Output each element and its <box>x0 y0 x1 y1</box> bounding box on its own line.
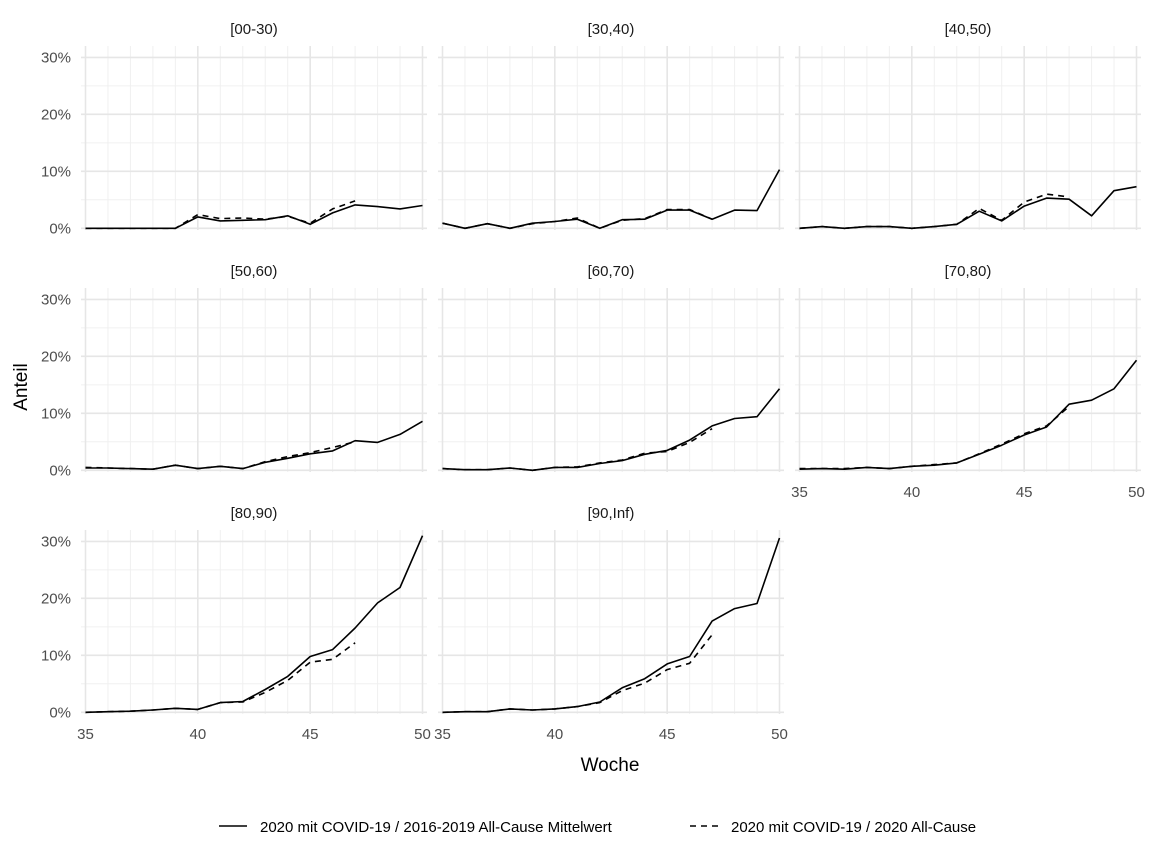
series-line-dashed <box>442 634 713 714</box>
x-tick-label: 40 <box>546 726 563 743</box>
series-line-solid <box>85 204 423 230</box>
facet-panel: [40,50) <box>795 21 1141 230</box>
x-tick-label: 35 <box>791 484 808 501</box>
facet-title: [30,40) <box>588 21 635 38</box>
facet-panel: [50,60) 0% 10% 20% 30% <box>41 263 427 479</box>
y-tick-label: 10% <box>41 647 71 664</box>
facet-title: [90,Inf) <box>588 505 635 522</box>
facet-panel: [60,70) <box>438 263 784 472</box>
x-tick-label: 40 <box>903 484 920 501</box>
series-line-dashed <box>442 208 713 230</box>
series-line-dashed <box>799 193 1070 230</box>
y-tick-label: 10% <box>41 405 71 422</box>
y-tick-label: 20% <box>41 590 71 607</box>
x-tick-label: 45 <box>1016 484 1033 501</box>
y-tick-label: 0% <box>49 462 71 479</box>
series-line-dashed <box>442 428 713 472</box>
series-line-dashed <box>85 441 356 470</box>
facet-panel: [90,Inf) 35 40 45 50 <box>434 505 788 743</box>
x-tick-label: 50 <box>1128 484 1145 501</box>
y-tick-label: 10% <box>41 163 71 180</box>
facet-title: [60,70) <box>588 263 635 280</box>
y-tick-label: 20% <box>41 106 71 123</box>
series-line-solid <box>799 359 1138 470</box>
x-axis-title: Woche <box>581 755 640 776</box>
x-tick-label: 45 <box>302 726 319 743</box>
series-line-solid <box>799 185 1137 230</box>
x-tick-label: 50 <box>771 726 788 743</box>
series-line-solid <box>442 169 781 230</box>
facet-title: [40,50) <box>945 21 992 38</box>
x-tick-label: 35 <box>434 726 451 743</box>
series-line-solid <box>442 537 781 714</box>
series-line-solid <box>85 535 424 714</box>
legend: 2020 mit COVID-19 / 2016-2019 All-Cause … <box>219 819 976 836</box>
x-tick-label: 40 <box>189 726 206 743</box>
y-axis-title: Anteil <box>11 363 32 411</box>
facet-panels: [00-30) 0% 10% 20% 30% [30,40) [40,50) [50,60) 0… <box>41 21 1145 743</box>
y-tick-label: 30% <box>41 49 71 66</box>
x-tick-label: 50 <box>414 726 431 743</box>
x-tick-label: 45 <box>659 726 676 743</box>
x-tick-label: 35 <box>77 726 94 743</box>
y-tick-label: 30% <box>41 291 71 308</box>
facet-title: [50,60) <box>231 263 278 280</box>
facet-title: [70,80) <box>945 263 992 280</box>
series-line-dashed <box>85 200 356 230</box>
y-tick-label: 20% <box>41 348 71 365</box>
series-line-solid <box>85 420 423 470</box>
facet-panel: [30,40) <box>438 21 784 230</box>
series-line-dashed <box>799 405 1070 470</box>
facet-panel: [00-30) 0% 10% 20% 30% <box>41 21 427 237</box>
legend-label-dashed: 2020 mit COVID-19 / 2020 All-Cause <box>731 819 976 836</box>
facet-title: [00-30) <box>230 21 278 38</box>
facet-title: [80,90) <box>231 505 278 522</box>
facet-panel: [70,80) 35 40 45 50 <box>791 263 1145 501</box>
legend-label-solid: 2020 mit COVID-19 / 2016-2019 All-Cause … <box>260 819 613 836</box>
y-tick-label: 0% <box>49 704 71 721</box>
facet-panel: [80,90) 0% 10% 20% 30% 35 40 45 50 <box>41 505 431 743</box>
y-tick-label: 30% <box>41 533 71 550</box>
y-tick-label: 0% <box>49 220 71 237</box>
series-line-dashed <box>85 642 356 714</box>
series-line-solid <box>442 388 781 472</box>
